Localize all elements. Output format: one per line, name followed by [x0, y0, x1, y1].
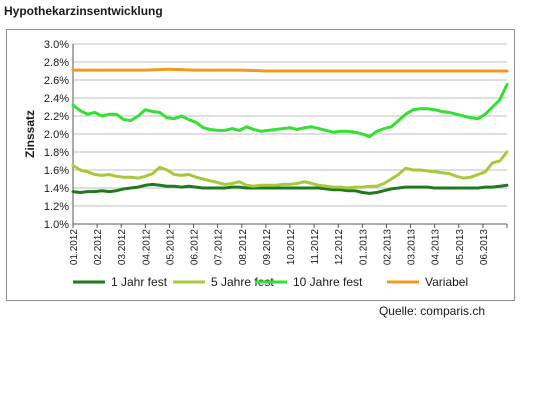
series-line-1-jahr-fest: [71, 182, 509, 195]
x-tick-label: 03.2012: [117, 229, 128, 266]
x-tick-label: 10.2012: [286, 229, 297, 266]
y-axis-title: Zinssatz: [23, 110, 37, 158]
x-tick-label: 06.2012: [190, 229, 201, 266]
y-tick-label: 1.2%: [44, 201, 69, 213]
chart-panel: 1.0% 1.2% 1.4% 1.6% 1.8% 2.0% 2.2% 2.4% 2.6% 2.8%…: [6, 29, 515, 301]
y-tick-label: 2.4%: [44, 93, 69, 105]
y-tick-label: 2.0%: [44, 129, 69, 141]
y-tick-label: 3.0%: [44, 39, 69, 51]
x-tick-label: 01.2012: [69, 229, 80, 266]
series-line-10-jahre-fest: [71, 83, 509, 139]
y-tick-label: 1.0%: [44, 219, 69, 231]
legend-label: Variabel: [425, 275, 468, 289]
x-tick-label: 12.2012: [334, 229, 345, 266]
x-tick-label: 07.2012: [214, 229, 225, 266]
chart-title: Hypothekarzinsentwicklung: [4, 4, 163, 18]
y-tick-label: 1.8%: [44, 147, 69, 159]
line-chart: 1.0% 1.2% 1.4% 1.6% 1.8% 2.0% 2.2% 2.4% 2.6% 2.8%…: [23, 39, 509, 289]
x-tick-label: 05.2012: [165, 229, 176, 266]
legend-label: 5 Jahre fest: [211, 275, 274, 289]
y-tick-label: 2.6%: [44, 75, 69, 87]
legend-label: 10 Jahre fest: [293, 275, 363, 289]
x-tick-label: 04.2013: [431, 229, 442, 266]
y-tick-label: 2.2%: [44, 111, 69, 123]
x-tick-label: 02.2012: [93, 229, 104, 266]
x-tick-label: 02.2013: [382, 229, 393, 266]
x-tick-label: 01.2013: [358, 229, 369, 266]
x-tick-label: 05.2013: [455, 229, 466, 266]
x-tick-label: 11.2012: [310, 229, 321, 265]
x-tick-label: 08.2012: [238, 229, 249, 266]
y-tick-label: 1.6%: [44, 165, 69, 177]
x-tick-label: 09.2012: [262, 229, 273, 266]
y-tick-label: 1.4%: [44, 183, 69, 195]
x-tick-label: 06.2013: [479, 229, 490, 266]
series-line-variabel: [71, 67, 509, 73]
series-line-5-jahre-fest: [71, 150, 509, 190]
legend-label: 1 Jahr fest: [111, 275, 168, 289]
source-note: Quelle: comparis.ch: [378, 304, 485, 318]
x-tick-label: 04.2012: [141, 229, 152, 266]
y-tick-label: 2.8%: [44, 57, 69, 69]
x-tick-label: 03.2013: [407, 229, 418, 266]
